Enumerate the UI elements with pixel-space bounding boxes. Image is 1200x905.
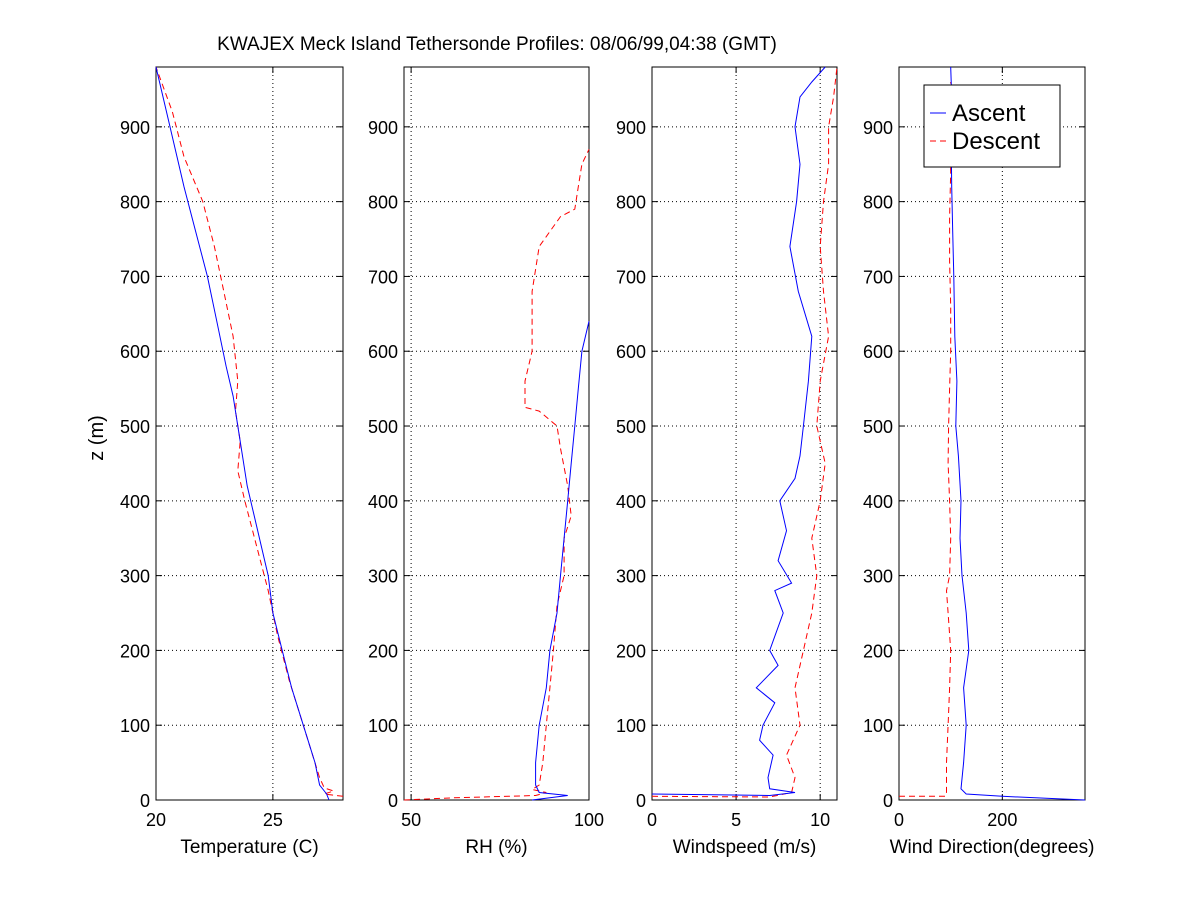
y-tick-label: 800 <box>616 193 646 213</box>
y-tick-label: 700 <box>120 267 150 287</box>
y-tick-label: 600 <box>368 342 398 362</box>
y-tick-label: 200 <box>616 641 646 661</box>
x-tick-label: 25 <box>263 810 283 830</box>
y-tick-label: 200 <box>120 641 150 661</box>
y-tick-label: 0 <box>388 791 398 811</box>
ascent-series-line <box>651 66 826 797</box>
y-tick-label: 0 <box>883 791 893 811</box>
y-axis-label: z (m) <box>86 415 108 461</box>
y-tick-label: 600 <box>616 342 646 362</box>
descent-series-line <box>651 66 838 798</box>
panel-3: 0 100 200 300 400 500 600 700 800 900 0 5 10 Windspee… <box>616 66 838 858</box>
panel-2: 0 100 200 300 400 500 600 700 800 900 50 100 RH (%) <box>368 66 604 858</box>
y-tick-label: 400 <box>120 492 150 512</box>
ascent-series-line <box>532 321 590 801</box>
y-tick-label: 700 <box>863 267 893 287</box>
axes-frame <box>898 66 1086 801</box>
y-tick-label: 300 <box>863 567 893 587</box>
chart-title: KWAJEX Meck Island Tethersonde Profiles:… <box>217 34 777 55</box>
y-tick-label: 100 <box>368 716 398 736</box>
ascent-series-line <box>950 66 1086 801</box>
y-tick-label: 900 <box>863 118 893 138</box>
y-tick-label: 400 <box>616 492 646 512</box>
axes-frame <box>403 66 590 801</box>
y-tick-label: 500 <box>616 417 646 437</box>
y-tick-label: 500 <box>368 417 398 437</box>
x-axis-label: RH (%) <box>465 837 527 858</box>
descent-series-line <box>403 149 590 801</box>
x-tick-label: 20 <box>146 810 166 830</box>
descent-series-line <box>899 81 952 797</box>
x-axis-label: Wind Direction(degrees) <box>890 837 1095 858</box>
y-tick-label: 100 <box>120 716 150 736</box>
panel-4: 0 100 200 300 400 500 600 700 800 900 0 200 Wind Dir… <box>863 66 1095 858</box>
x-tick-label: 200 <box>987 810 1017 830</box>
x-tick-label: 10 <box>810 810 830 830</box>
x-tick-label: 5 <box>731 810 741 830</box>
x-axis-label: Windspeed (m/s) <box>673 837 817 858</box>
legend-box <box>923 84 1061 168</box>
y-tick-label: 900 <box>616 118 646 138</box>
y-tick-label: 300 <box>120 567 150 587</box>
y-tick-label: 500 <box>863 417 893 437</box>
y-tick-label: 0 <box>636 791 646 811</box>
ascent-series-line <box>155 66 330 801</box>
y-tick-label: 400 <box>368 492 398 512</box>
legend-ascent-label: Ascent <box>952 100 1026 127</box>
y-tick-label: 400 <box>863 492 893 512</box>
x-tick-label: 0 <box>647 810 657 830</box>
x-axis-label: Temperature (C) <box>180 837 318 858</box>
y-tick-label: 300 <box>616 567 646 587</box>
y-tick-label: 700 <box>616 267 646 287</box>
y-tick-label: 300 <box>368 567 398 587</box>
legend: Ascent Descent <box>923 84 1061 168</box>
x-tick-label: 50 <box>401 810 421 830</box>
y-tick-label: 900 <box>368 118 398 138</box>
axes-frame <box>651 66 838 801</box>
y-tick-label: 800 <box>863 193 893 213</box>
y-tick-label: 900 <box>120 118 150 138</box>
y-tick-label: 600 <box>120 342 150 362</box>
descent-series-line <box>155 66 344 797</box>
x-tick-label: 0 <box>894 810 904 830</box>
panel-1: 0 100 200 300 400 500 600 700 800 900 20 25 Temperat… <box>120 66 344 858</box>
axes-frame <box>155 66 344 801</box>
y-tick-label: 200 <box>368 641 398 661</box>
y-tick-label: 700 <box>368 267 398 287</box>
y-tick-label: 800 <box>368 193 398 213</box>
y-tick-label: 200 <box>863 641 893 661</box>
y-tick-label: 800 <box>120 193 150 213</box>
x-tick-label: 100 <box>574 810 604 830</box>
y-tick-label: 600 <box>863 342 893 362</box>
y-tick-label: 500 <box>120 417 150 437</box>
legend-descent-label: Descent <box>952 128 1040 155</box>
y-tick-label: 100 <box>863 716 893 736</box>
y-tick-label: 0 <box>140 791 150 811</box>
y-tick-label: 100 <box>616 716 646 736</box>
